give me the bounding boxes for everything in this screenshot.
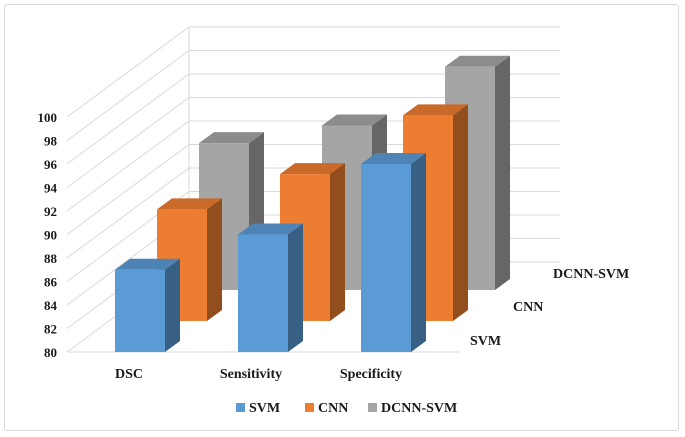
y-tick-label: 88: [44, 251, 58, 266]
y-tick-label: 92: [44, 204, 57, 219]
y-axis-ticks: 80 82 84 86 88 90 92 94 96 98 100: [38, 110, 58, 360]
legend-label: CNN: [318, 401, 348, 416]
category-labels: DSC Sensitivity Specificity: [115, 367, 402, 382]
category-label: DSC: [115, 367, 143, 382]
depth-label: DCNN-SVM: [553, 267, 629, 282]
bars: [115, 55, 510, 352]
bar-front-face: [238, 234, 288, 352]
bar-top-face: [280, 163, 345, 175]
y-tick-label: 80: [44, 345, 57, 360]
category-label: Specificity: [340, 367, 402, 382]
gridline-left-wall: [66, 120, 190, 212]
y-tick-label: 100: [38, 110, 58, 125]
gridline-left-wall: [66, 26, 190, 118]
bar-top-face: [403, 104, 468, 116]
y-tick-label: 86: [44, 275, 58, 290]
bar-top-face: [361, 153, 426, 164]
bar-svm-specificity: [361, 153, 426, 352]
gridline-left-wall: [66, 144, 190, 235]
bar-front-face: [115, 269, 165, 352]
bar-top-face: [445, 55, 510, 67]
depth-labels: SVM CNN DCNN-SVM: [470, 267, 629, 349]
bar-svm-sensitivity: [238, 223, 303, 352]
legend: SVM CNN DCNN-SVM: [236, 401, 457, 416]
y-tick-label: 96: [44, 157, 58, 172]
bar-side-face: [495, 55, 510, 290]
legend-swatch: [236, 403, 245, 412]
bar-side-face: [330, 163, 345, 321]
legend-label: SVM: [249, 401, 280, 416]
legend-label: DCNN-SVM: [381, 401, 457, 416]
legend-swatch: [368, 403, 377, 412]
bar-top-face: [238, 223, 303, 235]
bar-svm-dsc: [115, 258, 180, 352]
gridline-left-wall: [66, 97, 190, 188]
bar-cnn-dsc: [157, 198, 222, 321]
bar-side-face: [165, 258, 180, 352]
bar-top-face: [322, 114, 387, 126]
bar-front-face: [361, 164, 411, 352]
bar-top-face: [157, 198, 222, 210]
gridline-left-wall: [66, 167, 190, 259]
category-label: Sensitivity: [220, 367, 282, 382]
y-tick-label: 94: [44, 181, 58, 196]
gridline-left-wall: [66, 73, 190, 165]
bar-top-face: [115, 258, 180, 270]
y-tick-label: 82: [44, 322, 57, 337]
bar-side-face: [411, 153, 426, 352]
depth-label: SVM: [470, 334, 501, 349]
bar-top-face: [199, 132, 264, 144]
gridline-left-wall: [66, 50, 190, 141]
depth-label: CNN: [513, 300, 543, 315]
bar-side-face: [207, 198, 222, 321]
y-tick-label: 84: [44, 298, 58, 313]
bar-side-face: [453, 104, 468, 321]
y-tick-label: 90: [44, 228, 57, 243]
bar-side-face: [288, 223, 303, 352]
legend-swatch: [305, 403, 314, 412]
y-tick-label: 98: [44, 134, 58, 149]
